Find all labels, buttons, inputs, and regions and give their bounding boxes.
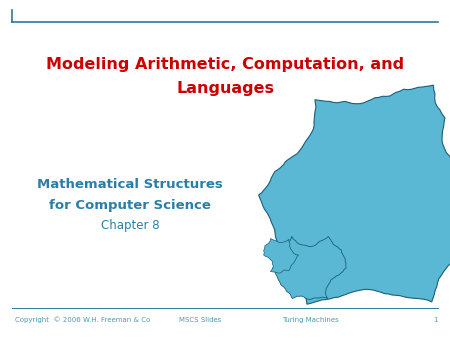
Text: 1: 1 (433, 317, 438, 323)
Text: MSCS Slides: MSCS Slides (179, 317, 221, 323)
Text: Chapter 8: Chapter 8 (101, 218, 159, 232)
Text: Modeling Arithmetic, Computation, and: Modeling Arithmetic, Computation, and (46, 57, 404, 72)
Text: Mathematical Structures: Mathematical Structures (37, 178, 223, 192)
Text: Turing Machines: Turing Machines (282, 317, 338, 323)
Polygon shape (264, 238, 299, 273)
Text: for Computer Science: for Computer Science (49, 198, 211, 212)
Text: Copyright  © 2006 W.H. Freeman & Co: Copyright © 2006 W.H. Freeman & Co (15, 317, 150, 323)
Text: Languages: Languages (176, 80, 274, 96)
Polygon shape (272, 236, 346, 300)
Polygon shape (259, 85, 450, 304)
